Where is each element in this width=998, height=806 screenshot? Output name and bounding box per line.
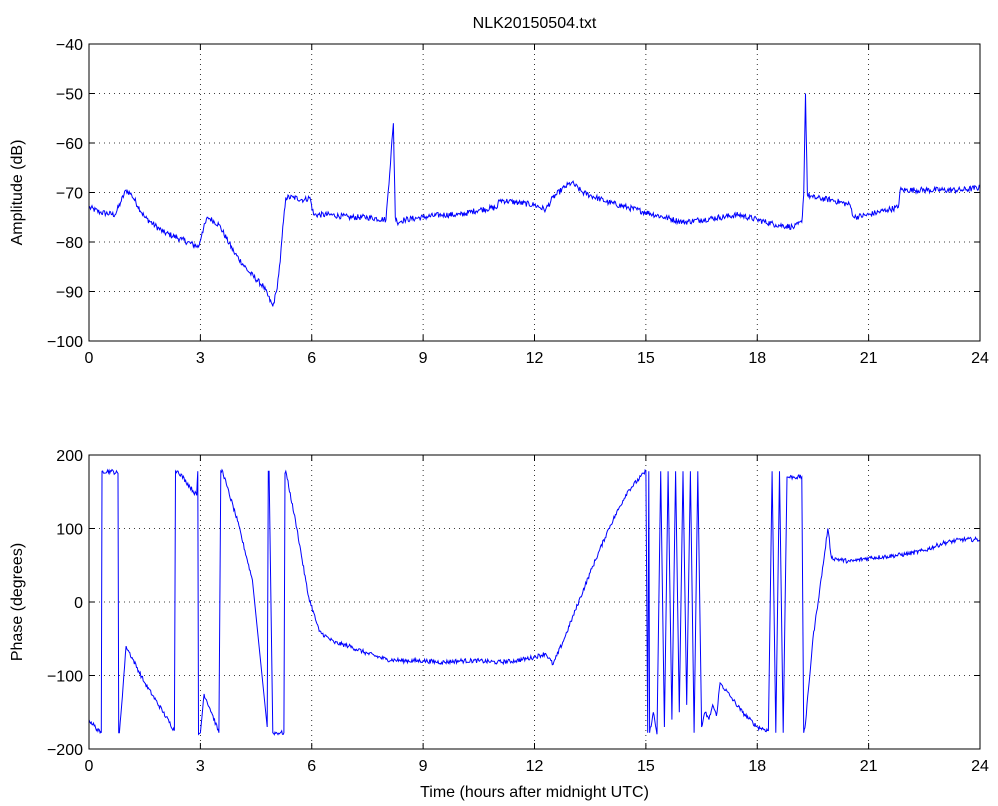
y-tick-label: −100 bbox=[47, 334, 83, 351]
x-tick-label: 3 bbox=[196, 758, 205, 775]
x-tick-label: 9 bbox=[419, 758, 428, 775]
amplitude-y-axis-label: Amplitude (dB) bbox=[9, 140, 26, 246]
x-tick-label: 0 bbox=[85, 758, 94, 775]
x-tick-label: 6 bbox=[307, 758, 316, 775]
x-tick-label: 12 bbox=[526, 758, 544, 775]
y-tick-label: −90 bbox=[56, 285, 83, 302]
x-tick-label: 12 bbox=[526, 350, 544, 367]
phase-ticks: 0 3 6 9 12 15 18 21 24 −200 −100 0 100 200 bbox=[47, 448, 989, 775]
y-tick-label: −80 bbox=[56, 235, 83, 252]
amplitude-series-line bbox=[88, 93, 981, 307]
x-tick-label: 21 bbox=[860, 350, 878, 367]
x-tick-label: 3 bbox=[196, 350, 205, 367]
x-tick-label: 9 bbox=[419, 350, 428, 367]
amplitude-grid bbox=[89, 44, 980, 341]
y-tick-label: −100 bbox=[47, 669, 83, 686]
y-tick-label: −50 bbox=[56, 87, 83, 104]
x-tick-label: 24 bbox=[971, 350, 989, 367]
y-tick-label: −70 bbox=[56, 186, 83, 203]
x-tick-label: 18 bbox=[748, 758, 766, 775]
x-tick-label: 18 bbox=[748, 350, 766, 367]
y-tick-label: −60 bbox=[56, 136, 83, 153]
phase-axes: 0 3 6 9 12 15 18 21 24 −200 −100 0 100 200 Phase (deg… bbox=[9, 448, 989, 801]
x-tick-label: 0 bbox=[85, 350, 94, 367]
amplitude-ticks: 0 3 6 9 12 15 18 21 24 −100 −90 −80 −70 −60 −50 −40 bbox=[47, 37, 989, 367]
x-tick-label: 15 bbox=[637, 350, 655, 367]
amplitude-axes: 0 3 6 9 12 15 18 21 24 −100 −90 −80 −70 −60 −50 −40 Amp… bbox=[9, 37, 989, 367]
phase-x-axis-label: Time (hours after midnight UTC) bbox=[420, 784, 649, 801]
y-tick-label: 0 bbox=[74, 595, 83, 612]
phase-y-axis-label: Phase (degrees) bbox=[9, 543, 26, 661]
phase-series-line bbox=[88, 468, 981, 736]
y-tick-label: −40 bbox=[56, 37, 83, 54]
chart-title: NLK20150504.txt bbox=[473, 15, 597, 32]
x-tick-label: 24 bbox=[971, 758, 989, 775]
x-tick-label: 6 bbox=[307, 350, 316, 367]
x-tick-label: 15 bbox=[637, 758, 655, 775]
y-tick-label: 100 bbox=[56, 522, 83, 539]
y-tick-label: 200 bbox=[56, 448, 83, 465]
phase-grid bbox=[89, 455, 980, 749]
x-tick-label: 21 bbox=[860, 758, 878, 775]
y-tick-label: −200 bbox=[47, 742, 83, 759]
